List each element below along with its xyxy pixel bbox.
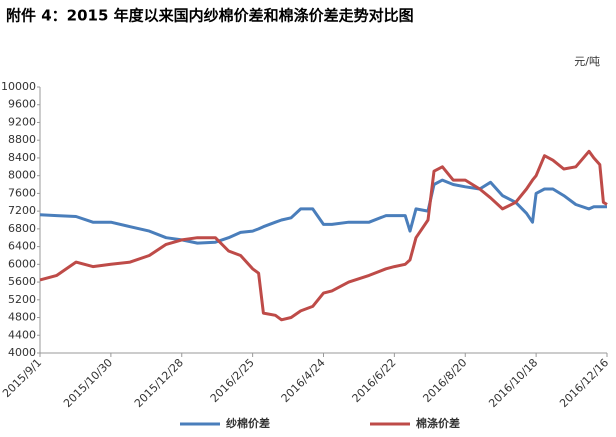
y-tick-label: 6400 [8, 240, 36, 253]
y-tick-label: 4400 [8, 328, 36, 341]
legend-label: 棉涤价差 [416, 416, 460, 430]
y-tick-label: 8400 [8, 151, 36, 164]
line-series [39, 178, 607, 245]
y-tick-label: 6800 [8, 222, 36, 235]
y-tick-label: 9600 [8, 98, 36, 111]
x-tick-label: 2016/4/24 [279, 356, 328, 405]
x-tick-label: 2016/2/25 [208, 356, 257, 405]
y-tick-label: 5600 [8, 275, 36, 288]
y-tick-label: 7200 [8, 204, 36, 217]
line-series [39, 149, 608, 322]
legend-label: 纱棉价差 [226, 416, 270, 430]
x-tick-label: 2015/12/28 [132, 356, 186, 410]
y-tick-label: 8800 [8, 133, 36, 146]
x-tick-label: 2015/10/30 [61, 356, 115, 410]
x-tick-label: 2016/8/20 [420, 356, 469, 405]
y-tick-label: 4000 [8, 346, 36, 359]
y-unit: 元/吨 [574, 55, 600, 68]
y-tick-label: 8000 [8, 169, 36, 182]
y-tick-label: 5200 [8, 293, 36, 306]
y-tick-label: 6000 [8, 257, 36, 270]
y-tick-label: 10000 [1, 80, 36, 93]
y-tick-label: 7600 [8, 186, 36, 199]
x-tick-label: 2016/6/22 [350, 356, 399, 405]
x-tick-label: 2016/12/16 [557, 356, 611, 410]
x-tick-label: 2016/10/18 [486, 356, 540, 410]
y-tick-label: 9200 [8, 115, 36, 128]
x-tick-label: 2015/9/1 [0, 356, 44, 400]
y-tick-label: 4800 [8, 311, 36, 324]
chart-title: 附件 4：2015 年度以来国内纱棉价差和棉涤价差走势对比图 [6, 7, 414, 25]
